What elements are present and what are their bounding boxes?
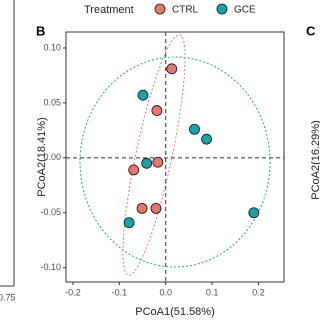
- point: [189, 123, 200, 135]
- x-tick-label: -0.1: [112, 287, 128, 297]
- y-axis-title: PCoA2(18.41%): [36, 117, 48, 197]
- point: [150, 202, 162, 214]
- legend-label: CTRL: [172, 5, 199, 16]
- panel-label: C: [306, 23, 316, 38]
- y-tick-label: -0.05: [40, 207, 61, 217]
- point: [141, 157, 153, 169]
- legend-title: Treatment: [84, 4, 134, 16]
- point: [152, 156, 164, 168]
- x-tick-label: 0.0: [159, 287, 172, 297]
- x-tick-label: -0.2: [65, 287, 81, 297]
- legend-label: GCE: [234, 5, 256, 16]
- left-panel-tick: 0.75: [0, 292, 16, 302]
- x-tick-label: 0.2: [252, 287, 265, 297]
- point: [136, 202, 148, 214]
- point: [128, 164, 140, 176]
- point: [151, 105, 163, 116]
- panel-label: B: [36, 23, 45, 38]
- legend-marker: [216, 3, 228, 15]
- confidence-ellipse: [122, 34, 186, 276]
- x-axis-title: PCoA1(51.58%): [135, 306, 215, 318]
- point: [123, 217, 135, 229]
- x-tick-label: 0.1: [206, 287, 219, 297]
- point: [137, 89, 149, 101]
- legend-marker: [154, 3, 166, 15]
- point: [201, 133, 212, 145]
- confidence-ellipse: [79, 56, 271, 268]
- y-tick-label: 0.00: [43, 152, 61, 162]
- point: [248, 207, 260, 219]
- y-tick-label: 0.10: [43, 42, 61, 52]
- y-tick-label: 0.05: [43, 97, 61, 107]
- y-tick-label: -0.10: [40, 262, 61, 272]
- point: [166, 63, 178, 75]
- plot-frame: [65, 31, 285, 283]
- axis-title: PCoA2(16.29%): [310, 120, 320, 200]
